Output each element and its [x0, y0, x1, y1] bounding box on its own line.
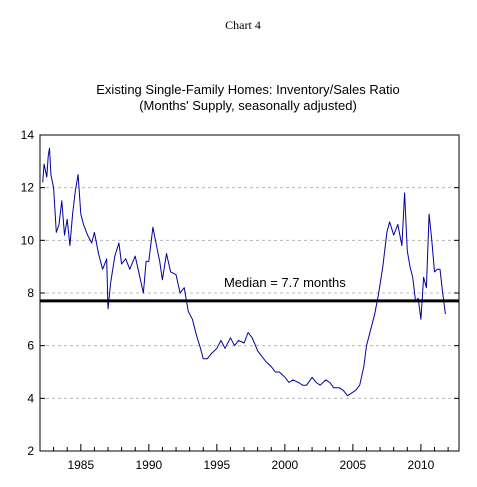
chart-subtitle: (Months' Supply, seasonally adjusted) — [139, 98, 357, 113]
series-line-0 — [42, 147, 446, 397]
y-tick-label: 8 — [27, 286, 34, 300]
x-tick-label: 1985 — [67, 458, 94, 472]
chart-header-label: Chart 4 — [225, 18, 261, 32]
chart-title: Existing Single-Family Homes: Inventory/… — [96, 82, 399, 97]
y-tick-label: 4 — [27, 391, 34, 405]
y-tick-label: 12 — [21, 181, 35, 195]
x-tick-label: 2000 — [272, 458, 299, 472]
y-tick-label: 14 — [21, 128, 35, 142]
median-label: Median = 7.7 months — [224, 275, 346, 290]
grid-lines — [40, 187, 459, 399]
y-tick-label: 10 — [21, 233, 35, 247]
y-axis-ticks: 2 4 6 8 10 12 14 — [21, 128, 459, 458]
x-tick-label: 1990 — [135, 458, 162, 472]
plot-series — [42, 147, 446, 397]
y-tick-label: 2 — [27, 444, 34, 458]
x-axis-ticks: 1985 1990 1995 2000 2005 2010 — [53, 444, 449, 472]
x-tick-label: 2010 — [408, 458, 435, 472]
y-tick-label: 6 — [27, 339, 34, 353]
x-tick-label: 2005 — [340, 458, 367, 472]
x-tick-label: 1995 — [203, 458, 230, 472]
